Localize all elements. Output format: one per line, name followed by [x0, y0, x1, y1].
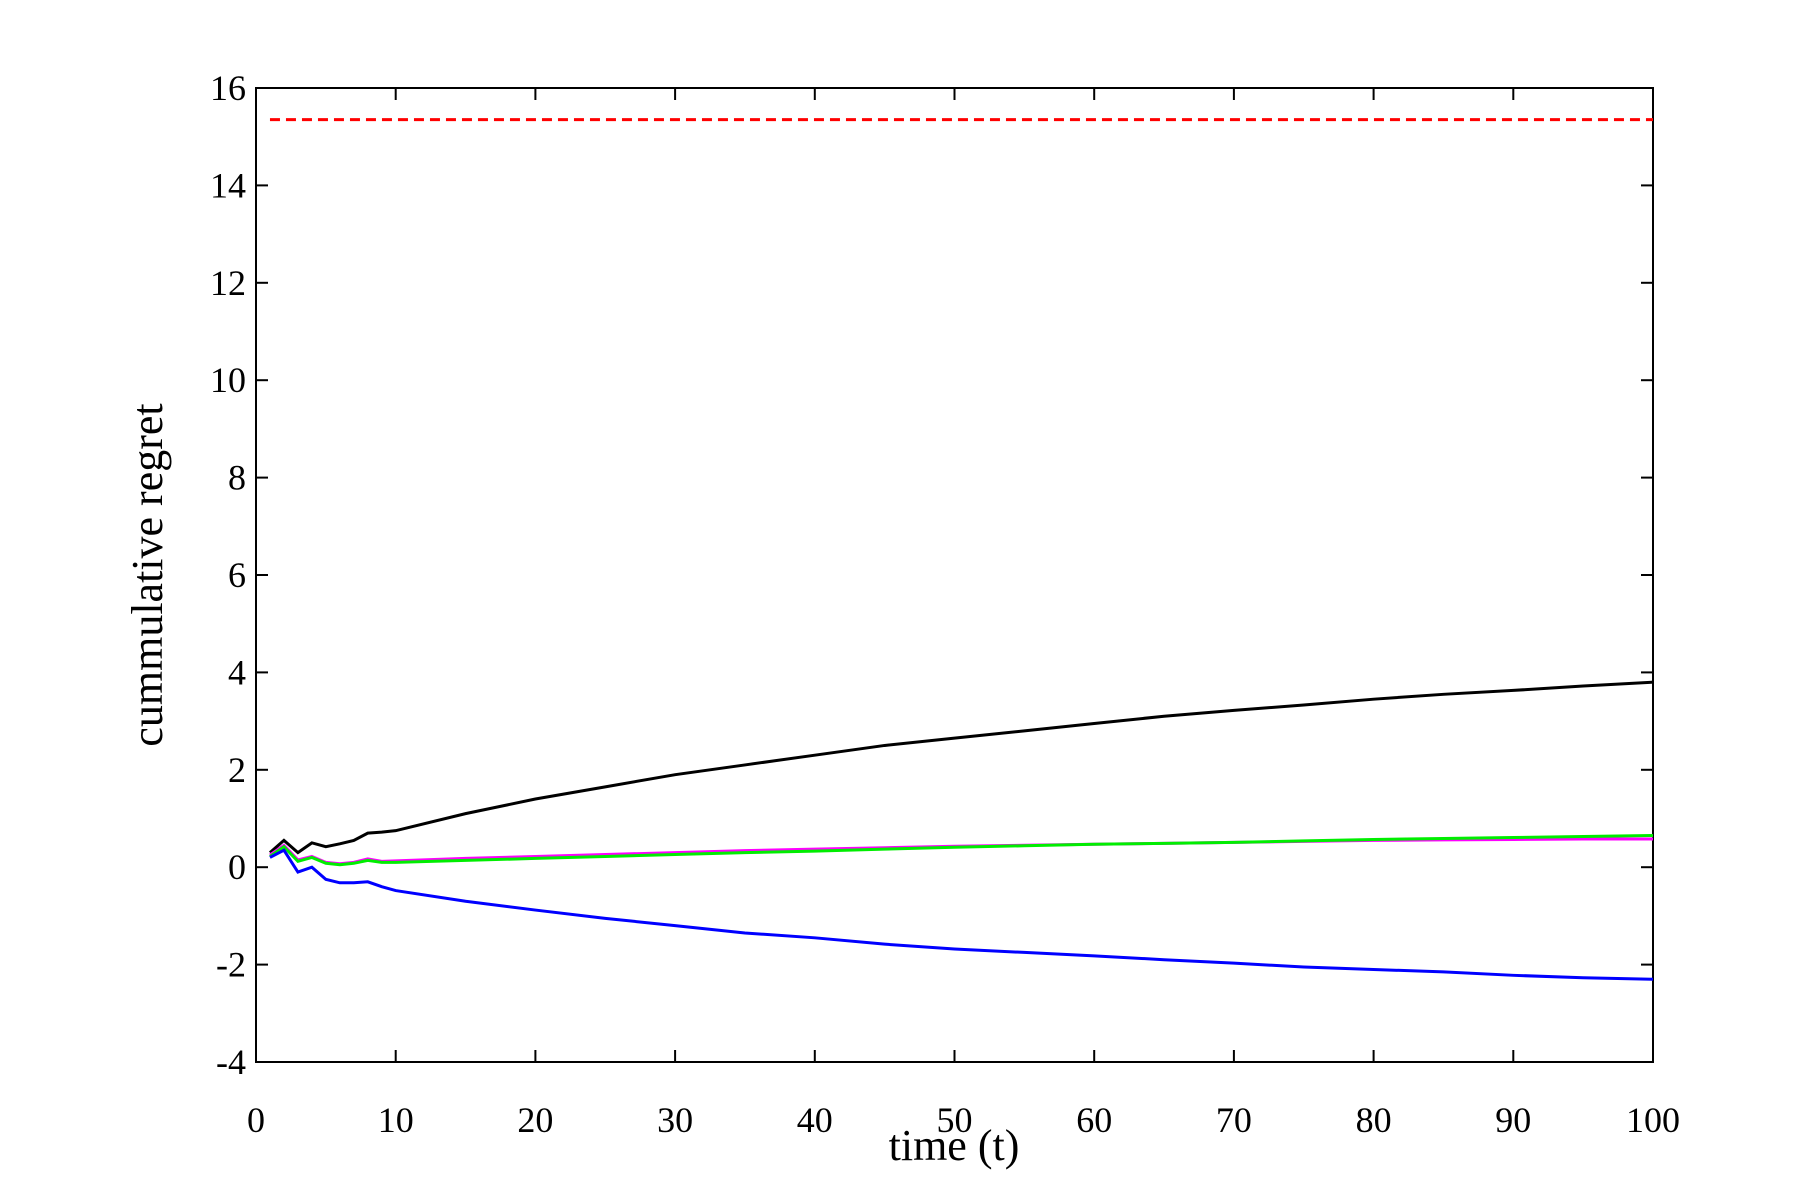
y-tick-label: 12	[210, 263, 246, 303]
y-tick-label: -4	[216, 1042, 246, 1082]
x-tick-label: 60	[1076, 1100, 1112, 1140]
x-tick-label: 100	[1626, 1100, 1680, 1140]
x-tick-label: 20	[517, 1100, 553, 1140]
x-tick-label: 0	[247, 1100, 265, 1140]
y-tick-label: 10	[210, 360, 246, 400]
x-tick-label: 30	[657, 1100, 693, 1140]
y-axis-label: cummulative regret	[123, 403, 172, 746]
x-tick-label: 70	[1216, 1100, 1252, 1140]
y-tick-label: 8	[228, 458, 246, 498]
x-tick-label: 40	[797, 1100, 833, 1140]
x-tick-label: 50	[937, 1100, 973, 1140]
y-tick-label: 2	[228, 750, 246, 790]
y-tick-label: -2	[216, 945, 246, 985]
series-line	[269, 834, 1654, 867]
y-tick-label: 6	[228, 555, 246, 595]
series-line	[269, 848, 1654, 981]
y-tick-label: 0	[228, 847, 246, 887]
x-tick-label: 90	[1495, 1100, 1531, 1140]
x-axis-label: time (t)	[889, 1121, 1020, 1170]
plot-frame	[255, 87, 1654, 1063]
y-tick-label: 14	[210, 165, 246, 205]
y-tick-label: 4	[228, 652, 246, 692]
x-tick-label: 80	[1356, 1100, 1392, 1140]
x-tick-label: 10	[378, 1100, 414, 1140]
y-tick-label: 16	[210, 68, 246, 108]
series-line	[268, 680, 1654, 855]
